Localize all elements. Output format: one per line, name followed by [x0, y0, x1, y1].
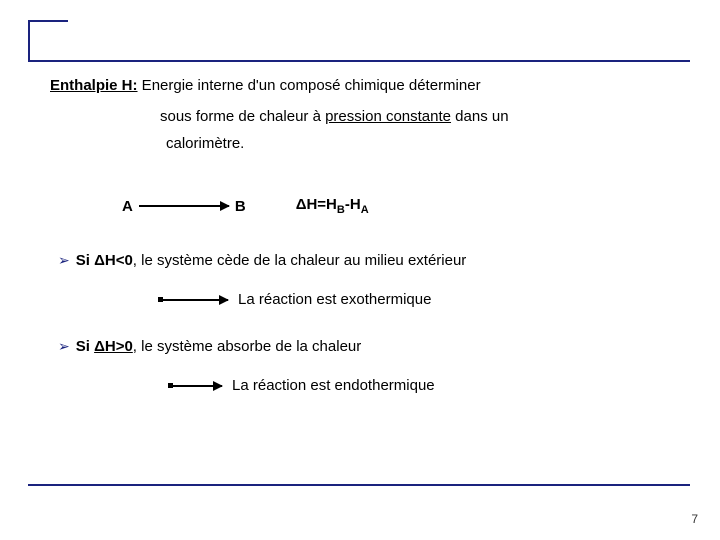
condition-2: ➢ Si ΔH>0, le système absorbe de la chal… — [50, 338, 690, 355]
bottom-rule — [28, 484, 690, 486]
chevron-icon: ➢ — [58, 252, 70, 269]
conclusion-arrow-icon — [168, 385, 222, 387]
si-2: Si — [76, 338, 94, 355]
delta-h-eq: ΔH=H — [296, 196, 337, 213]
si-1: Si — [76, 252, 94, 269]
line2-b: dans un — [451, 108, 509, 125]
conclusion-2-text: La réaction est endothermique — [232, 377, 435, 394]
reactant-a: A — [122, 198, 133, 215]
definition-line3: calorimètre. — [166, 135, 690, 152]
definition-line2: sous forme de chaleur à pression constan… — [160, 108, 690, 125]
cond-1: ΔH<0 — [94, 252, 133, 269]
conclusion-arrow-icon — [158, 299, 228, 301]
conclusion-1: La réaction est exothermique — [158, 291, 690, 308]
product-b: B — [235, 198, 246, 215]
conclusion-2: La réaction est endothermique — [168, 377, 690, 394]
enthalpy-formula: ΔH=HB-HA — [296, 196, 369, 216]
post-2: , le système absorbe de la chaleur — [133, 338, 361, 355]
sub-a: A — [361, 204, 369, 216]
sub-b: B — [337, 204, 345, 216]
conclusion-1-text: La réaction est exothermique — [238, 291, 431, 308]
border-corner-h — [28, 20, 68, 22]
line2-a: sous forme de chaleur à — [160, 108, 325, 125]
post-1: , le système cède de la chaleur au milie… — [133, 252, 467, 269]
condition-1-text: Si ΔH<0, le système cède de la chaleur a… — [76, 252, 467, 269]
definition-text: Energie interne d'un composé chimique dé… — [138, 77, 481, 94]
term-label: Enthalpie H: — [50, 77, 138, 94]
line2-underline: pression constante — [325, 108, 451, 125]
page-number: 7 — [691, 512, 698, 526]
reaction-arrow-icon — [139, 205, 229, 207]
chevron-icon: ➢ — [58, 338, 70, 355]
content-area: Enthalpie H: Energie interne d'un compos… — [50, 74, 690, 394]
definition-line1: Enthalpie H: Energie interne d'un compos… — [50, 74, 690, 98]
condition-2-text: Si ΔH>0, le système absorbe de la chaleu… — [76, 338, 362, 355]
condition-1: ➢ Si ΔH<0, le système cède de la chaleur… — [50, 252, 690, 269]
reaction-equation: A B ΔH=HB-HA — [122, 196, 690, 216]
cond-2: ΔH>0 — [94, 338, 133, 355]
minus-ha: -H — [345, 196, 361, 213]
border-corner-v — [28, 20, 38, 60]
top-rule — [28, 60, 690, 62]
